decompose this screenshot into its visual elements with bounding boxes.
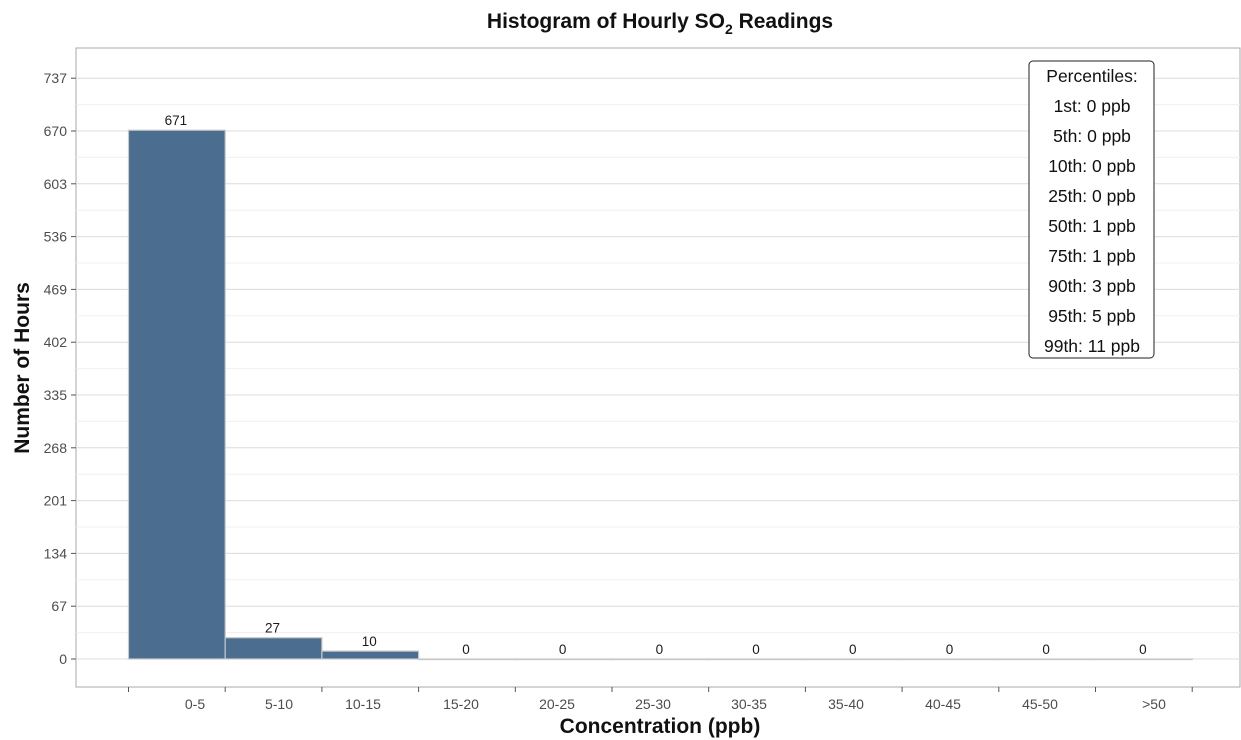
bar-data-label: 0 xyxy=(752,642,760,657)
y-axis-title: Number of Hours xyxy=(11,282,34,454)
bar-labels: 671 27 10 0 0 0 0 0 0 0 0 xyxy=(165,113,1147,657)
bar->50 xyxy=(1094,658,1193,661)
y-tick-label: 67 xyxy=(51,598,67,614)
x-axis-title: Concentration (ppb) xyxy=(560,715,761,738)
x-tick-label: 5-10 xyxy=(265,696,293,712)
bar-30-35 xyxy=(708,658,807,661)
x-tick-label: 10-15 xyxy=(345,696,381,712)
bar-35-40 xyxy=(804,658,903,661)
y-tick-label: 201 xyxy=(44,493,68,509)
x-tick-label: 15-20 xyxy=(443,696,479,712)
y-tick-label: 268 xyxy=(44,440,68,456)
percentiles-legend: Percentiles: 1st: 0 ppb 5th: 0 ppb 10th: 0 … xyxy=(1028,60,1155,359)
bar-10-15 xyxy=(321,650,420,660)
y-tick-label: 737 xyxy=(44,70,68,86)
x-tick-label: 0-5 xyxy=(185,696,205,712)
bar-data-label: 0 xyxy=(1139,642,1147,657)
bars xyxy=(127,129,1193,661)
percentile-item: 75th: 1 ppb xyxy=(1048,246,1136,266)
x-tick-label: 35-40 xyxy=(828,696,864,712)
bar-data-label: 671 xyxy=(165,113,188,128)
percentiles-title: Percentiles: xyxy=(1046,66,1137,86)
percentile-item: 50th: 1 ppb xyxy=(1048,216,1136,236)
percentiles-box-frame xyxy=(1028,60,1155,359)
y-axis: 0 67 134 201 268 335 402 469 536 603 670 737 xyxy=(44,70,76,667)
percentile-item: 90th: 3 ppb xyxy=(1048,276,1136,296)
y-tick-label: 335 xyxy=(44,387,68,403)
bar-0-5 xyxy=(127,129,226,660)
x-tick-label: 40-45 xyxy=(925,696,961,712)
percentile-item: 5th: 0 ppb xyxy=(1053,126,1131,146)
bar-25-30 xyxy=(611,658,710,661)
percentile-item: 95th: 5 ppb xyxy=(1048,306,1136,326)
percentile-item: 99th: 11 ppb xyxy=(1044,336,1140,356)
x-tick-label: 20-25 xyxy=(539,696,575,712)
bar-data-label: 10 xyxy=(362,634,377,649)
x-tick-label: 45-50 xyxy=(1022,696,1058,712)
bar-data-label: 0 xyxy=(849,642,857,657)
bar-20-25 xyxy=(514,658,613,661)
y-tick-label: 469 xyxy=(44,281,68,297)
bar-data-label: 0 xyxy=(946,642,954,657)
bar-5-10 xyxy=(224,637,323,660)
bar-data-label: 0 xyxy=(559,642,567,657)
bar-data-label: 27 xyxy=(265,621,280,636)
y-tick-label: 670 xyxy=(44,123,68,139)
percentile-item: 25th: 0 ppb xyxy=(1048,186,1136,206)
x-tick-label: >50 xyxy=(1142,696,1166,712)
x-tick-label: 25-30 xyxy=(635,696,671,712)
bar-data-label: 0 xyxy=(462,642,470,657)
bar-45-50 xyxy=(998,658,1097,661)
chart-title: Histogram of Hourly SO2 Readings xyxy=(487,10,833,37)
y-tick-label: 0 xyxy=(59,651,67,667)
x-axis: 0-5 5-10 10-15 15-20 20-25 25-30 30-35 35-40 40-… xyxy=(128,687,1193,712)
bar-15-20 xyxy=(418,658,516,661)
y-tick-label: 603 xyxy=(44,176,68,192)
y-tick-label: 402 xyxy=(44,334,68,350)
percentile-item: 10th: 0 ppb xyxy=(1048,156,1136,176)
bar-data-label: 0 xyxy=(656,642,664,657)
x-tick-label: 30-35 xyxy=(731,696,767,712)
bar-40-45 xyxy=(901,658,1000,661)
y-tick-label: 134 xyxy=(44,545,68,561)
percentile-item: 1st: 0 ppb xyxy=(1054,96,1131,116)
bar-data-label: 0 xyxy=(1042,642,1050,657)
y-tick-label: 536 xyxy=(44,229,68,245)
